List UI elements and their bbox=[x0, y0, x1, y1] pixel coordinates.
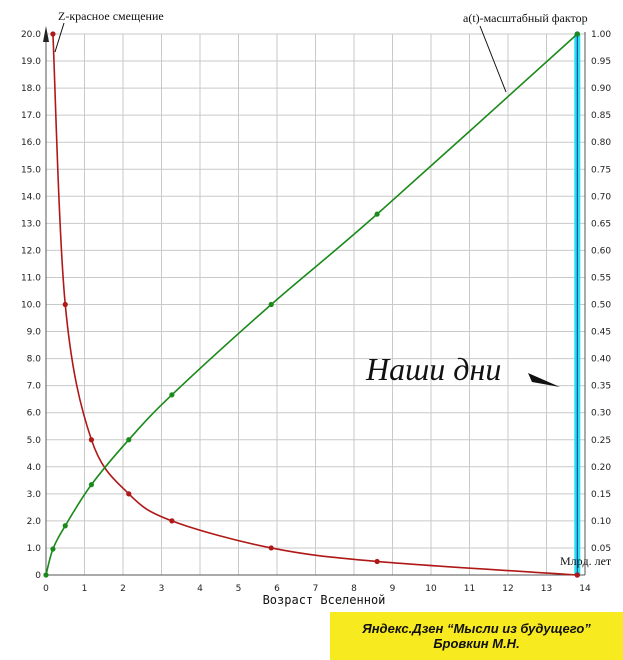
x-tick-label: 7 bbox=[313, 584, 319, 594]
y-left-tick-label: 4.0 bbox=[27, 463, 42, 473]
x-tick-label: 6 bbox=[274, 584, 280, 594]
scale-factor-label-pointer bbox=[479, 25, 507, 93]
y-left-tick-label: 6.0 bbox=[27, 409, 42, 419]
grid bbox=[43, 26, 586, 576]
scale-factor-point bbox=[43, 572, 49, 578]
credit-box: Яндекс.Дзен “Мысли из будущего” Бровкин … bbox=[330, 612, 623, 660]
y-right-tick-label: 1.00 bbox=[591, 30, 611, 40]
scale-factor-point bbox=[374, 211, 380, 217]
annotations: Z-красное смещение a(t)-масштабный фактор… bbox=[54, 9, 612, 607]
scale-factor-point bbox=[62, 523, 68, 529]
y-left-tick-label: 1.0 bbox=[27, 544, 42, 554]
y-right-tick-label: 0.55 bbox=[591, 273, 611, 283]
x-unit-label: Млрд. лет bbox=[560, 554, 612, 568]
y-left-tick-label: 10.0 bbox=[21, 301, 41, 311]
y-right-tick-label: 0.35 bbox=[591, 382, 611, 392]
y-right-tick-label: 0.75 bbox=[591, 165, 611, 175]
y-right-tick-label: 0.05 bbox=[591, 544, 611, 554]
y-right-tick-label: 0.60 bbox=[591, 246, 611, 256]
x-axis-title: Возраст Вселенной bbox=[263, 593, 386, 607]
y-left-tick-label: 3.0 bbox=[27, 490, 42, 500]
y-left-tick-label: 9.0 bbox=[27, 328, 42, 338]
redshift-point bbox=[268, 545, 274, 551]
x-tick-label: 2 bbox=[120, 584, 126, 594]
y-left-tick-label: 19.0 bbox=[21, 57, 41, 67]
redshift-point bbox=[62, 301, 68, 308]
x-tick-label: 13 bbox=[541, 584, 552, 594]
y-left-tick-label: 13.0 bbox=[21, 219, 41, 229]
scale-factor-series-label: a(t)-масштабный фактор bbox=[463, 11, 588, 25]
scale-factor-point bbox=[126, 437, 132, 443]
y-right-tick-label: 0.90 bbox=[591, 84, 611, 94]
redshift-label-pointer bbox=[54, 22, 65, 53]
x-tick-label: 1 bbox=[82, 584, 88, 594]
credit-line-2: Бровкин М.Н. bbox=[433, 636, 520, 651]
x-tick-label: 9 bbox=[390, 584, 396, 594]
redshift-point bbox=[169, 518, 175, 524]
y-right-tick-label: 0.80 bbox=[591, 138, 611, 148]
y-right-tick-label: 0.10 bbox=[591, 517, 611, 527]
y-left-tick-label: 17.0 bbox=[21, 111, 41, 121]
series-layer bbox=[43, 31, 581, 578]
redshift-point bbox=[126, 491, 132, 497]
x-tick-label: 14 bbox=[579, 584, 591, 594]
x-tick-label: 4 bbox=[197, 584, 203, 594]
y-right-tick-label: 0.30 bbox=[591, 409, 611, 419]
y-left-tick-label: 0 bbox=[35, 571, 41, 581]
y-right-tick-label: 0.50 bbox=[591, 301, 611, 311]
scale-factor-point bbox=[50, 546, 56, 552]
y-right-tick-label: 0.25 bbox=[591, 436, 611, 446]
y-left-tick-label: 16.0 bbox=[21, 138, 41, 148]
scale-factor-line bbox=[45, 33, 578, 576]
y-left-tick-label: 2.0 bbox=[27, 517, 42, 527]
y-right-tick-label: 0.20 bbox=[591, 463, 611, 473]
scale-factor-point bbox=[268, 301, 274, 308]
y-axis-arrow bbox=[43, 26, 49, 42]
x-tick-label: 11 bbox=[464, 584, 475, 594]
y-left-tick-label: 20.0 bbox=[21, 30, 41, 40]
y-right-tick-label: 0.95 bbox=[591, 57, 611, 67]
today-label: Наши дни bbox=[365, 351, 501, 387]
y-left-tick-label: 12.0 bbox=[21, 246, 41, 256]
y-left-tick-label: 14.0 bbox=[21, 192, 41, 202]
scale-factor-point bbox=[88, 482, 95, 488]
credit-line-1: Яндекс.Дзен “Мысли из будущего” bbox=[362, 621, 591, 636]
scale-factor-point bbox=[169, 392, 175, 398]
y-right-tick-label: 0.65 bbox=[591, 219, 611, 229]
today-label-arrow bbox=[528, 373, 560, 387]
y-right-tick-label: 0.45 bbox=[591, 328, 611, 338]
redshift-point bbox=[574, 572, 580, 578]
redshift-point bbox=[88, 437, 95, 443]
x-tick-label: 8 bbox=[351, 584, 357, 594]
x-tick-label: 5 bbox=[236, 584, 242, 594]
x-tick-label: 0 bbox=[43, 584, 49, 594]
x-tick-label: 12 bbox=[502, 584, 513, 594]
y-left-tick-label: 11.0 bbox=[21, 273, 41, 283]
y-right-tick-label: 0.85 bbox=[591, 111, 611, 121]
x-tick-label: 3 bbox=[159, 584, 165, 594]
y-left-tick-label: 5.0 bbox=[27, 436, 42, 446]
redshift-point bbox=[374, 558, 380, 565]
x-tick-label: 10 bbox=[425, 584, 437, 594]
y-left-tick-label: 15.0 bbox=[21, 165, 41, 175]
y-left-tick-label: 8.0 bbox=[27, 355, 42, 365]
y-right-tick-label: 0.15 bbox=[591, 490, 611, 500]
y-left-tick-label: 18.0 bbox=[21, 84, 41, 94]
redshift-series-label: Z-красное смещение bbox=[58, 9, 164, 23]
tick-labels: 0 1 2 3 4 5 6 7 8 9 10 11 12 13 1401.02.03.04.05.06.07… bbox=[21, 30, 611, 594]
y-left-tick-label: 7.0 bbox=[27, 382, 42, 392]
redshift-point bbox=[50, 31, 56, 37]
scale-factor-point bbox=[574, 31, 580, 37]
y-right-tick-label: 0.70 bbox=[591, 192, 611, 202]
y-right-tick-label: 0.40 bbox=[591, 355, 611, 365]
